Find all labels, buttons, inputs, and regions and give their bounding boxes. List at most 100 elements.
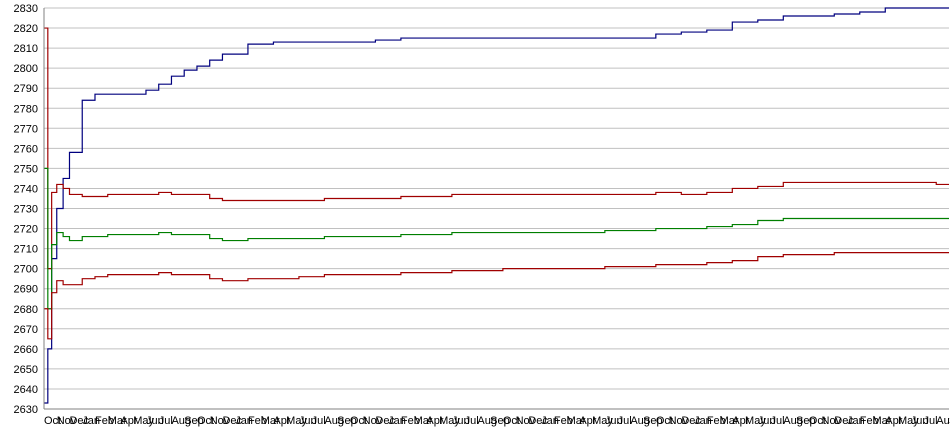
x-tick-label: Sep <box>643 415 663 427</box>
x-tick-label: Jul <box>924 415 938 427</box>
x-tick-label: Feb <box>95 415 114 427</box>
x-tick-label: Jan <box>541 415 559 427</box>
y-tick-label: 2800 <box>14 63 38 75</box>
x-tick-label: Nov <box>669 415 689 427</box>
x-tick-label: Jun <box>911 415 929 427</box>
x-tick-label: Apr <box>120 415 137 427</box>
x-tick-label: Aug <box>936 415 950 427</box>
y-tick-label: 2790 <box>14 83 38 95</box>
y-tick-label: 2710 <box>14 244 38 256</box>
x-tick-label: Mar <box>261 415 280 427</box>
x-tick-label: May <box>592 415 613 427</box>
x-tick-label: Apr <box>579 415 596 427</box>
x-tick-label: Nov <box>57 415 77 427</box>
x-tick-label: May <box>745 415 766 427</box>
x-tick-label: Jun <box>605 415 623 427</box>
axes <box>43 8 949 410</box>
y-tick-labels: 2630 2640 2650 2660 2670 2680 2690 2700 2710 2720… <box>14 3 38 416</box>
y-tick-label: 2700 <box>14 264 38 276</box>
x-tick-label: Jun <box>146 415 164 427</box>
series-lines <box>44 7 949 404</box>
y-tick-label: 2670 <box>14 324 38 336</box>
x-tick-label: Oct <box>503 415 520 427</box>
x-tick-label: Aug <box>630 415 650 427</box>
series-line <box>44 7 949 404</box>
y-tick-label: 2680 <box>14 304 38 316</box>
y-tick-label: 2750 <box>14 163 38 175</box>
x-tick-label: May <box>439 415 460 427</box>
x-tick-label: Mar <box>414 415 433 427</box>
series-line <box>44 167 949 310</box>
series-line <box>44 252 949 340</box>
x-tick-label: Oct <box>809 415 826 427</box>
x-tick-label: Dec <box>375 415 395 427</box>
x-tick-label: Sep <box>184 415 204 427</box>
x-tick-label: Dec <box>69 415 89 427</box>
x-tick-label: Oct <box>656 415 673 427</box>
y-tick-label: 2740 <box>14 183 38 195</box>
x-tick-label: Apr <box>885 415 902 427</box>
x-tick-label: Feb <box>707 415 726 427</box>
x-tick-label: Dec <box>222 415 242 427</box>
x-tick-label: Nov <box>516 415 536 427</box>
x-tick-label: Jul <box>312 415 326 427</box>
y-tick-label: 2660 <box>14 344 38 356</box>
x-tick-label: Sep <box>337 415 357 427</box>
y-tick-label: 2830 <box>14 3 38 15</box>
x-tick-label: Jan <box>388 415 406 427</box>
x-tick-label: Nov <box>822 415 842 427</box>
x-tick-label: Aug <box>783 415 803 427</box>
x-tick-label: Sep <box>796 415 816 427</box>
grid-lines <box>44 7 949 410</box>
x-tick-label: Jan <box>82 415 100 427</box>
x-tick-label: Nov <box>210 415 230 427</box>
y-tick-label: 2780 <box>14 103 38 115</box>
x-tick-label: Apr <box>273 415 290 427</box>
x-tick-label: Dec <box>528 415 548 427</box>
x-tick-label: Aug <box>171 415 191 427</box>
x-tick-label: Jul <box>159 415 173 427</box>
series-line <box>44 27 949 270</box>
x-tick-label: Mar <box>567 415 586 427</box>
x-tick-label: Apr <box>426 415 443 427</box>
x-tick-label: Feb <box>248 415 267 427</box>
x-tick-label: Jan <box>847 415 865 427</box>
x-tick-label: Jul <box>618 415 632 427</box>
y-tick-label: 2690 <box>14 284 38 296</box>
x-tick-label: Mar <box>108 415 127 427</box>
x-tick-label: Dec <box>681 415 701 427</box>
x-tick-labels: OctNovDecJanFebMarAprMayJunJulAugSepOctN… <box>44 415 950 427</box>
x-tick-label: May <box>286 415 307 427</box>
x-tick-label: Jun <box>758 415 776 427</box>
y-tick-label: 2730 <box>14 204 38 216</box>
x-tick-label: Feb <box>401 415 420 427</box>
x-tick-label: Dec <box>834 415 854 427</box>
x-tick-label: Oct <box>350 415 367 427</box>
x-tick-label: May <box>898 415 919 427</box>
y-tick-label: 2630 <box>14 404 38 416</box>
x-tick-label: Sep <box>490 415 510 427</box>
x-tick-label: Jul <box>771 415 785 427</box>
y-tick-label: 2640 <box>14 384 38 396</box>
x-tick-label: Mar <box>873 415 892 427</box>
y-tick-label: 2720 <box>14 224 38 236</box>
y-tick-label: 2820 <box>14 23 38 35</box>
y-tick-label: 2650 <box>14 364 38 376</box>
y-tick-label: 2760 <box>14 143 38 155</box>
x-tick-label: Aug <box>477 415 497 427</box>
y-tick-label: 2770 <box>14 123 38 135</box>
x-tick-label: Nov <box>363 415 383 427</box>
x-tick-label: Jun <box>452 415 470 427</box>
x-tick-label: Jun <box>299 415 317 427</box>
x-tick-label: Oct <box>44 415 61 427</box>
x-tick-label: Oct <box>197 415 214 427</box>
x-tick-label: Jan <box>694 415 712 427</box>
y-tick-label: 2810 <box>14 43 38 55</box>
x-tick-label: Mar <box>720 415 739 427</box>
x-tick-label: Jul <box>465 415 479 427</box>
x-tick-label: Aug <box>324 415 344 427</box>
x-tick-label: Apr <box>732 415 749 427</box>
x-tick-label: Feb <box>860 415 879 427</box>
x-tick-label: Jan <box>235 415 253 427</box>
